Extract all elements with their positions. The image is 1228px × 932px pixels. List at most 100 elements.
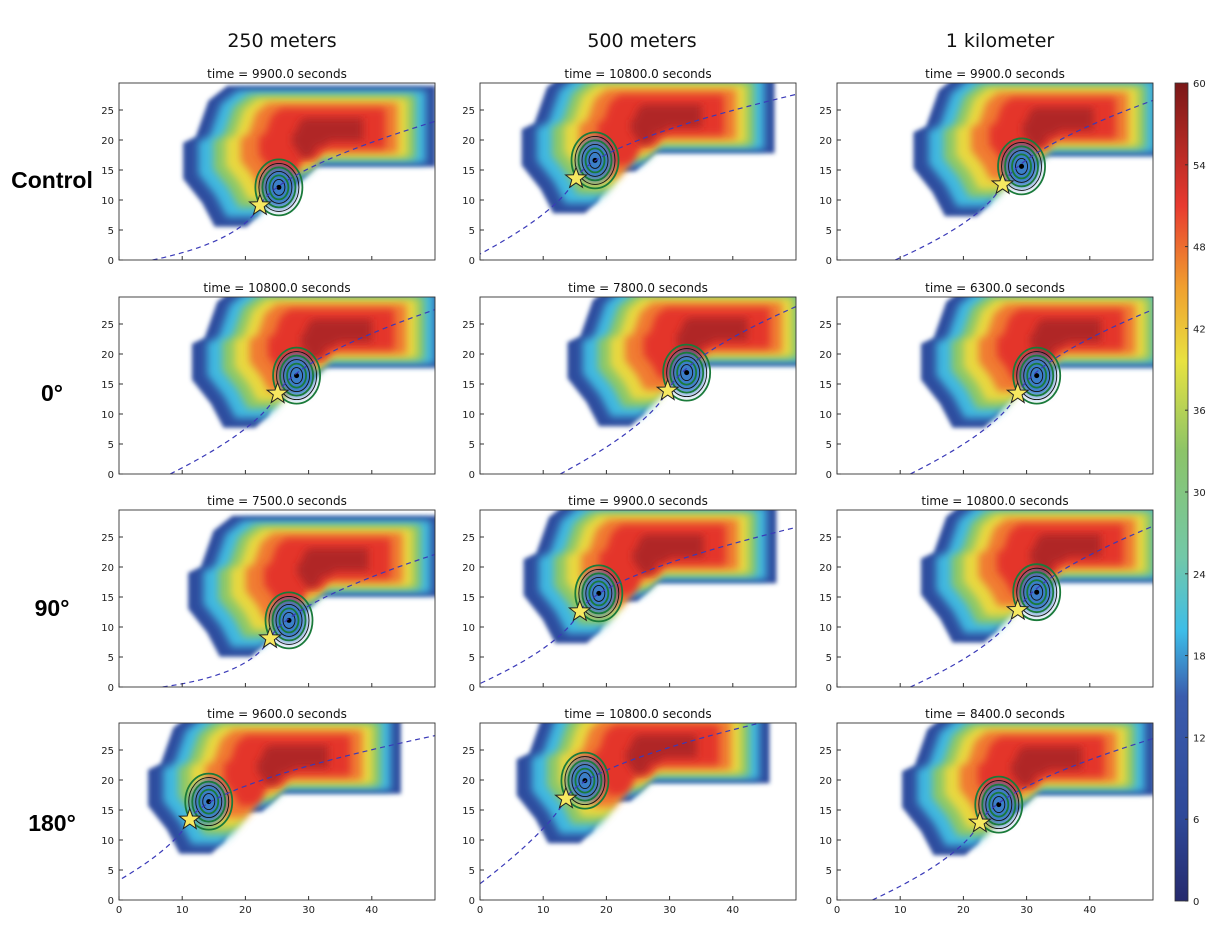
vortex-center bbox=[206, 799, 212, 805]
y-tick-label: 5 bbox=[469, 226, 475, 237]
star-marker bbox=[990, 171, 1015, 195]
contour bbox=[1023, 359, 1051, 393]
contour bbox=[669, 351, 705, 394]
y-tick-label: 15 bbox=[101, 380, 114, 391]
contour bbox=[585, 576, 613, 610]
contour bbox=[195, 785, 223, 819]
panel-r0c2: time = 9900.0 seconds 0 5 10 15 20 25 bbox=[819, 67, 1154, 267]
colorbar-tick-label: 48 bbox=[1193, 243, 1206, 254]
y-tick-label: 25 bbox=[462, 106, 475, 117]
contour bbox=[1030, 367, 1044, 385]
y-tick-label: 10 bbox=[819, 196, 832, 207]
y-tick-label: 5 bbox=[108, 866, 114, 877]
star-marker bbox=[248, 192, 272, 216]
colorbar-tick-label: 6 bbox=[1193, 815, 1199, 826]
x-tick-label: 30 bbox=[663, 905, 676, 916]
contour bbox=[662, 343, 712, 402]
x-tick-label: 0 bbox=[834, 905, 840, 916]
x-tick-label: 40 bbox=[1083, 905, 1096, 916]
contour bbox=[275, 603, 303, 637]
panel-r0c1: time = 10800.0 seconds 0 5 10 15 20 25 bbox=[462, 67, 797, 267]
y-tick-label: 5 bbox=[469, 653, 475, 664]
y-tick-label: 15 bbox=[462, 380, 475, 391]
contour bbox=[1016, 567, 1058, 617]
colorbar-tick-label: 42 bbox=[1193, 324, 1206, 335]
reflectivity-region bbox=[625, 734, 697, 775]
y-tick-label: 15 bbox=[819, 166, 832, 177]
contour bbox=[1026, 579, 1048, 606]
contour bbox=[588, 151, 602, 169]
row-label-0deg: 0° bbox=[41, 380, 63, 406]
storm-track-line bbox=[480, 93, 796, 255]
y-tick-label: 25 bbox=[462, 320, 475, 331]
x-tick-label: 30 bbox=[302, 905, 315, 916]
star-marker bbox=[1005, 597, 1030, 621]
y-tick-label: 0 bbox=[826, 470, 832, 481]
y-tick-label: 0 bbox=[469, 896, 475, 907]
contour bbox=[581, 572, 617, 615]
contour bbox=[1016, 351, 1058, 401]
star-marker bbox=[564, 165, 588, 189]
contour bbox=[592, 584, 606, 602]
y-tick-label: 20 bbox=[101, 563, 114, 574]
contour bbox=[673, 356, 701, 390]
panel-title: time = 9900.0 seconds bbox=[568, 494, 708, 508]
contour bbox=[188, 777, 230, 827]
storm-track-line bbox=[894, 99, 1153, 260]
y-tick-label: 0 bbox=[108, 683, 114, 694]
y-tick-label: 25 bbox=[462, 746, 475, 757]
storm-track-line bbox=[480, 526, 796, 685]
storm-track-line bbox=[480, 723, 763, 885]
x-tick-label: 20 bbox=[239, 905, 252, 916]
y-tick-label: 0 bbox=[108, 470, 114, 481]
y-tick-label: 5 bbox=[469, 440, 475, 451]
contour bbox=[278, 607, 300, 634]
contour bbox=[290, 367, 304, 385]
vortex-center bbox=[1034, 589, 1040, 595]
panel-r2c0: time = 7500.0 seconds 0 5 10 15 20 25 bbox=[101, 494, 436, 694]
reflectivity-region bbox=[676, 317, 748, 358]
y-tick-label: 20 bbox=[101, 136, 114, 147]
contour bbox=[184, 772, 234, 831]
contour bbox=[198, 788, 220, 815]
contour bbox=[1015, 157, 1028, 175]
contour bbox=[974, 775, 1024, 834]
y-tick-label: 15 bbox=[819, 806, 832, 817]
axes-frame bbox=[118, 722, 436, 901]
reflectivity-region bbox=[630, 104, 702, 145]
reflectivity-region bbox=[1030, 319, 1102, 359]
star-marker bbox=[967, 810, 992, 833]
axes-frame bbox=[118, 82, 436, 261]
panel-title: time = 10800.0 seconds bbox=[564, 707, 711, 721]
y-tick-label: 15 bbox=[462, 806, 475, 817]
reflectivity-region bbox=[301, 319, 372, 359]
y-tick-label: 10 bbox=[462, 196, 475, 207]
y-tick-label: 0 bbox=[469, 470, 475, 481]
contour bbox=[1008, 149, 1035, 183]
contour bbox=[254, 158, 304, 217]
contour bbox=[570, 131, 620, 190]
colorbar-tick-label: 36 bbox=[1193, 406, 1206, 417]
y-tick-label: 0 bbox=[826, 896, 832, 907]
contour bbox=[676, 359, 698, 386]
x-tick-label: 0 bbox=[116, 905, 122, 916]
y-tick-label: 0 bbox=[108, 256, 114, 267]
panel-title: time = 7800.0 seconds bbox=[568, 281, 708, 295]
y-tick-label: 25 bbox=[101, 106, 114, 117]
y-tick-label: 10 bbox=[819, 410, 832, 421]
y-tick-label: 0 bbox=[826, 683, 832, 694]
contour bbox=[282, 611, 296, 629]
y-tick-label: 5 bbox=[826, 866, 832, 877]
contour bbox=[578, 772, 592, 790]
y-tick-label: 5 bbox=[108, 653, 114, 664]
y-tick-label: 25 bbox=[101, 320, 114, 331]
x-tick-label: 10 bbox=[537, 905, 550, 916]
contour bbox=[1012, 563, 1062, 622]
y-tick-label: 20 bbox=[819, 350, 832, 361]
contour bbox=[272, 346, 321, 405]
contour bbox=[261, 166, 297, 209]
y-tick-label: 25 bbox=[462, 533, 475, 544]
panel-title: time = 9900.0 seconds bbox=[925, 67, 1065, 81]
contour bbox=[272, 178, 286, 196]
contour bbox=[202, 793, 216, 811]
